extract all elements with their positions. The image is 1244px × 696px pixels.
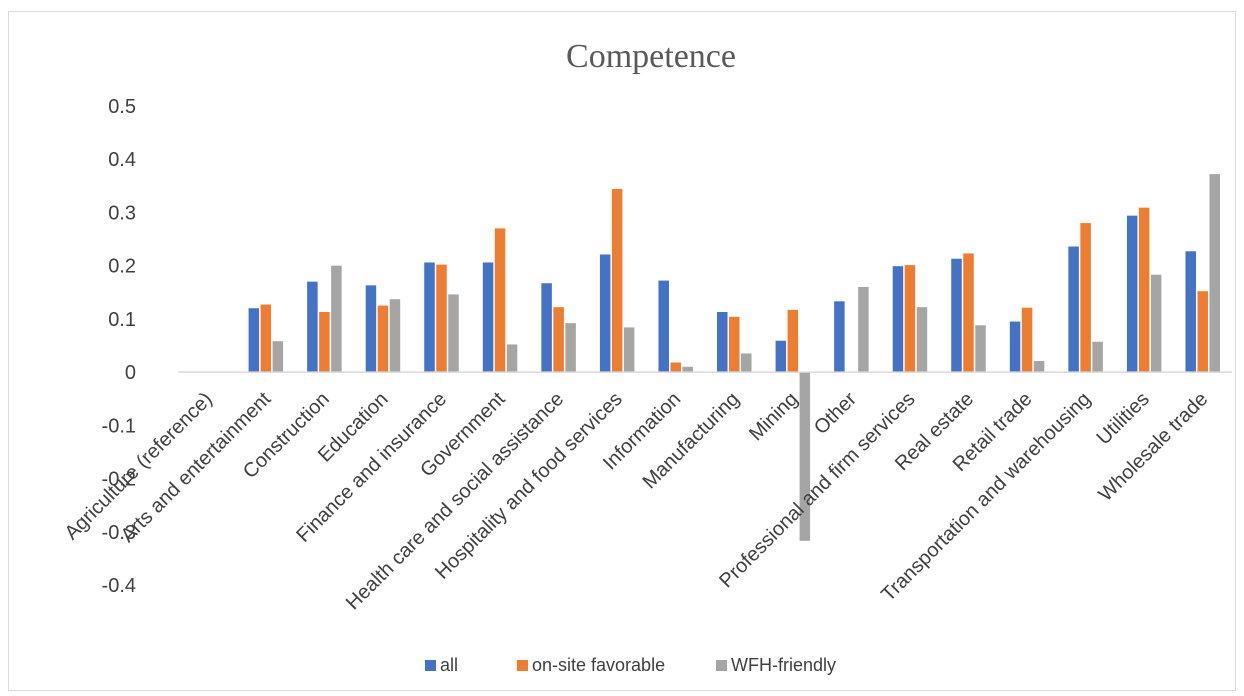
bar-wfh-friendly bbox=[741, 353, 752, 373]
bar-wfh-friendly bbox=[916, 307, 928, 373]
x-axis: Agriculture (reference)Arts and entertai… bbox=[61, 388, 1213, 615]
bar-on-site-favorable bbox=[436, 264, 447, 373]
bar-on-site-favorable bbox=[787, 309, 799, 373]
legend-label: all bbox=[440, 655, 458, 675]
bar-on-site-favorable bbox=[904, 265, 916, 373]
bar-all bbox=[834, 301, 845, 373]
bar-on-site-favorable bbox=[377, 305, 389, 373]
bar-on-site-favorable bbox=[729, 316, 740, 373]
bar-all bbox=[775, 340, 787, 373]
bar-wfh-friendly bbox=[565, 323, 576, 373]
bar-all bbox=[892, 266, 904, 373]
bar-wfh-friendly bbox=[1150, 274, 1162, 373]
legend-label: WFH-friendly bbox=[731, 655, 836, 675]
bar-wfh-friendly bbox=[858, 286, 869, 373]
chart-title: Competence bbox=[566, 38, 736, 75]
bar-on-site-favorable bbox=[611, 189, 623, 373]
bar-wfh-friendly bbox=[975, 325, 986, 373]
y-tick-label: 0.5 bbox=[108, 96, 136, 118]
legend-swatch bbox=[517, 660, 528, 671]
legend-swatch bbox=[716, 660, 727, 671]
bar-all bbox=[951, 258, 962, 373]
bar-on-site-favorable bbox=[260, 304, 272, 373]
bar-wfh-friendly bbox=[1209, 174, 1220, 373]
bar-wfh-friendly bbox=[389, 299, 401, 373]
bar-on-site-favorable bbox=[1021, 307, 1033, 373]
bar-all bbox=[365, 285, 377, 373]
y-tick-label: 0.4 bbox=[108, 149, 136, 171]
bar-on-site-favorable bbox=[553, 307, 564, 373]
bar-on-site-favorable bbox=[1197, 291, 1208, 373]
bar-on-site-favorable bbox=[1138, 207, 1150, 373]
y-tick-label: 0.2 bbox=[108, 256, 136, 278]
bar-wfh-friendly bbox=[1092, 341, 1103, 373]
y-tick-label: 0.1 bbox=[108, 309, 136, 331]
bar-all bbox=[1126, 215, 1138, 373]
bar-all bbox=[658, 280, 669, 373]
bar-all bbox=[307, 281, 318, 373]
bar-wfh-friendly bbox=[506, 344, 518, 373]
bar-all bbox=[599, 254, 611, 373]
y-tick-label: 0.3 bbox=[108, 202, 136, 224]
x-tick-label: Mining bbox=[745, 388, 802, 445]
bar-all bbox=[1185, 251, 1196, 373]
bar-wfh-friendly bbox=[272, 341, 284, 373]
y-tick-label: -0.4 bbox=[102, 575, 136, 597]
bar-all bbox=[541, 283, 552, 373]
x-tick-label: Health care and social assistance bbox=[342, 388, 568, 614]
x-tick-label: Wholesale trade bbox=[1095, 388, 1213, 506]
bar-on-site-favorable bbox=[319, 311, 330, 373]
y-tick-label: -0.3 bbox=[102, 522, 136, 544]
bar-wfh-friendly bbox=[448, 294, 459, 373]
bars bbox=[248, 174, 1220, 541]
y-tick-label: 0 bbox=[125, 362, 136, 384]
y-tick-label: -0.1 bbox=[102, 415, 136, 437]
bar-on-site-favorable bbox=[494, 228, 506, 373]
bar-all bbox=[717, 311, 728, 373]
bar-on-site-favorable bbox=[963, 253, 974, 373]
x-tick-label: Transportation and warehousing bbox=[877, 388, 1095, 606]
bar-wfh-friendly bbox=[1033, 360, 1045, 373]
y-tick-label: -0.2 bbox=[102, 469, 136, 491]
bar-all bbox=[1068, 246, 1079, 373]
legend: all on-site favorable WFH-friendly bbox=[425, 655, 836, 675]
bar-wfh-friendly bbox=[799, 372, 811, 541]
bar-on-site-favorable bbox=[670, 362, 681, 373]
bar-all bbox=[482, 262, 494, 373]
y-axis: 0.5 0.4 0.3 0.2 0.1 0 -0.1 -0.2 -0.3 -0.4 bbox=[102, 96, 136, 597]
bar-all bbox=[424, 262, 435, 373]
bar-wfh-friendly bbox=[623, 327, 635, 373]
bar-wfh-friendly bbox=[682, 366, 693, 373]
bar-on-site-favorable bbox=[1080, 223, 1091, 373]
bar-all bbox=[248, 308, 260, 373]
bar-all bbox=[1009, 321, 1021, 373]
bar-wfh-friendly bbox=[331, 265, 342, 373]
x-tick-label: Other bbox=[810, 388, 861, 439]
legend-swatch bbox=[425, 660, 436, 671]
legend-label: on-site favorable bbox=[532, 655, 665, 675]
